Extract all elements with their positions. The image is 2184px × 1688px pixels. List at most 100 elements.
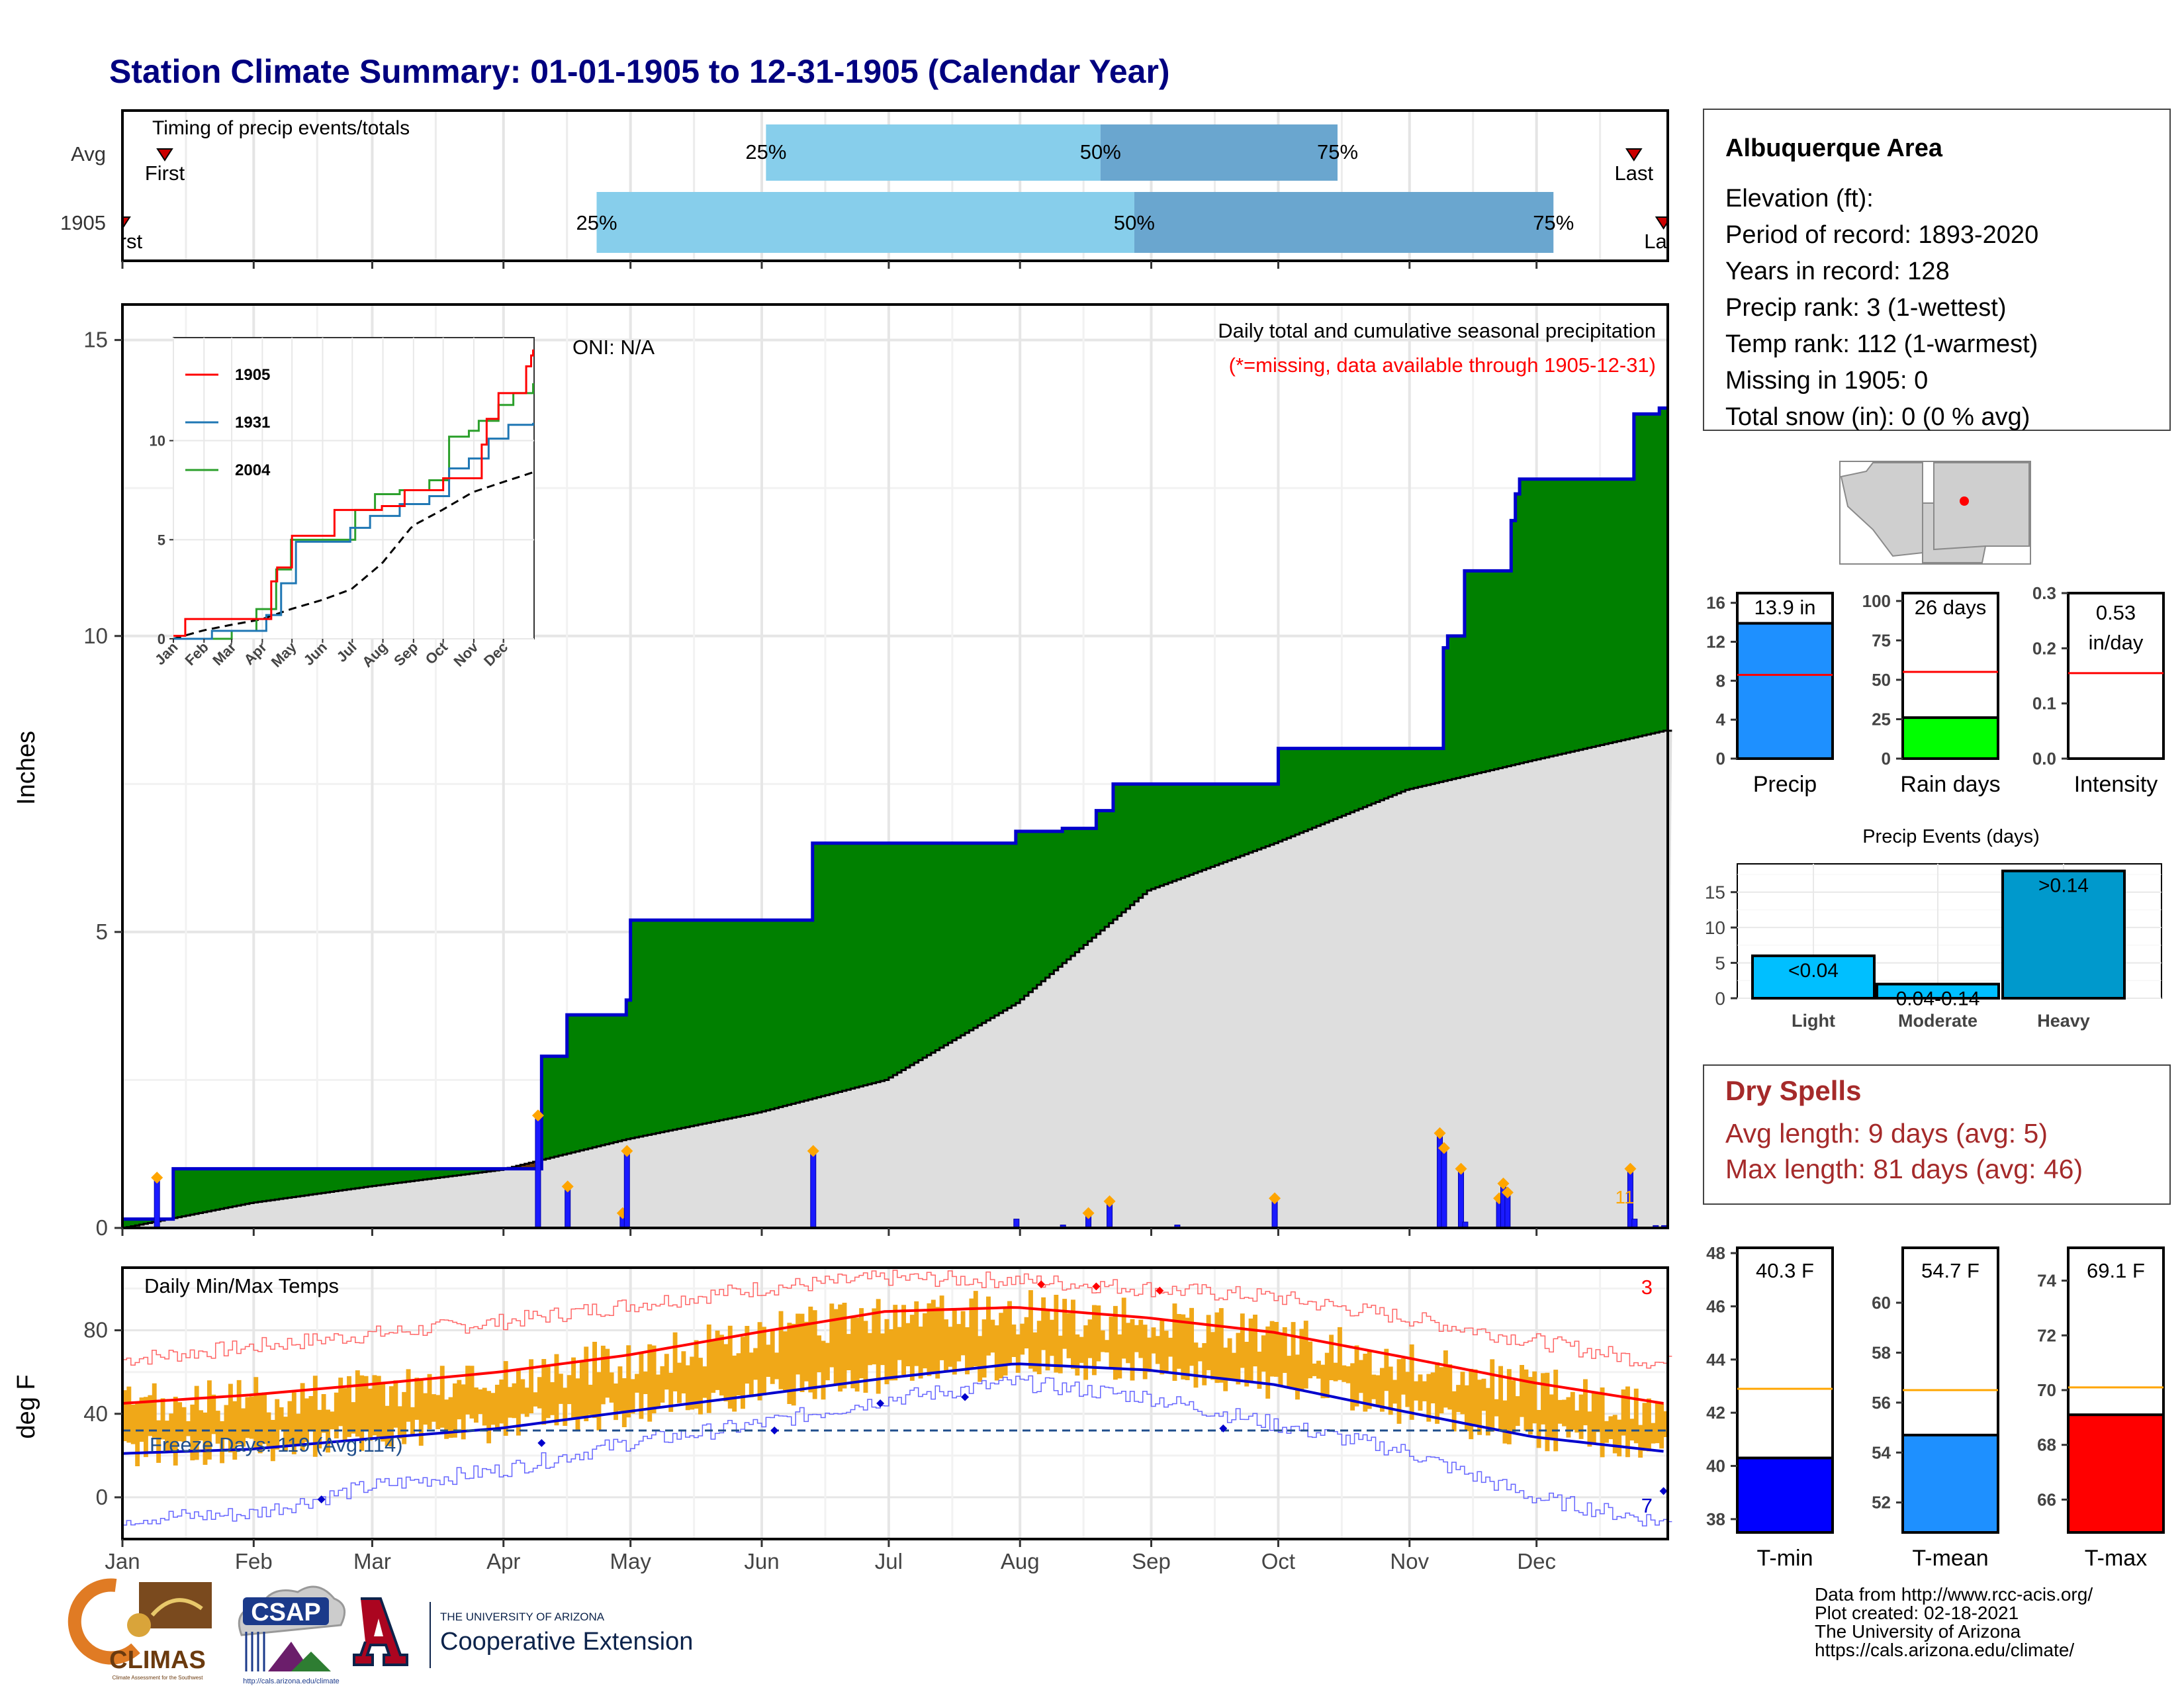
precip-panel: 11 0 5 10 15 Inches ONI: N/A Daily total an… [13, 303, 1672, 1240]
summary-bar-value-label: in/day [2089, 631, 2144, 654]
daily-precip-point [1437, 1142, 1450, 1154]
month-label: Jun [744, 1549, 779, 1573]
summary-y-tick-label: 75 [1872, 630, 1891, 650]
freeze-label: Freeze Days: 119 (Avg:114) [150, 1433, 403, 1456]
y-tick-label: 0 [96, 1215, 108, 1240]
summary-y-tick-label: 74 [2037, 1271, 2056, 1291]
summary-bar-value [1901, 1433, 1999, 1534]
timing-first-last-label: Last [1615, 162, 1654, 185]
daily-precip-point [561, 1180, 574, 1193]
summary-tmean: 52 54 56 58 60 54.7 F T-mean [1872, 1246, 1999, 1571]
record-low-line [122, 1375, 1672, 1526]
record-high-line [122, 1270, 1672, 1369]
summary-bar-label: Rain days [1900, 772, 2000, 797]
timing-percentile-label: 75% [1317, 140, 1358, 164]
timing-percentile-label: 25% [745, 140, 786, 164]
event-bar [1876, 982, 2000, 1000]
summary-y-tick-label: 16 [1706, 593, 1725, 613]
summary-y-tick-label: 54 [1872, 1442, 1891, 1462]
daily-precip-bar [1013, 1219, 1020, 1229]
summary-y-tick-label: 8 [1716, 671, 1725, 690]
inset-series-line [173, 383, 535, 640]
inset-y-tick-label: 5 [158, 532, 165, 548]
daily-precip-bar [565, 1186, 571, 1229]
inset-y-tick-label: 0 [158, 631, 165, 647]
event-bar-label: >0.14 [2038, 875, 2089, 897]
daily-precip-point [1497, 1177, 1510, 1190]
climas-text: CLIMAS [109, 1646, 206, 1674]
summary-y-tick-label: 60 [1872, 1293, 1891, 1313]
daily-precip-bar [1458, 1168, 1465, 1229]
daily-precip-bar [535, 1115, 541, 1229]
climas-logo: CLIMAS Climate Assessment for the Southw… [68, 1578, 212, 1681]
page-title: Station Climate Summary: 01-01-1905 to 1… [109, 53, 1170, 90]
temp-panel: Daily Min/Max Temps Freeze Days: 119 (Av… [13, 1266, 1672, 1573]
precip-annotation: 11 [1615, 1187, 1634, 1207]
month-label: Aug [1001, 1549, 1040, 1573]
summary-y-tick-label: 44 [1706, 1350, 1725, 1370]
timing-marker-icon [1625, 148, 1643, 162]
station-line: Missing in 1905: 0 [1725, 367, 1928, 395]
summary-bar-label: Intensity [2074, 772, 2158, 797]
oni-label: ONI: N/A [572, 336, 655, 359]
legend-label: 1905 [235, 366, 270, 384]
dry-spells-box: Dry Spells Avg length: 9 days (avg: 5) M… [1703, 1064, 2171, 1205]
y-tick-label: 80 [83, 1318, 108, 1342]
month-label: Apr [486, 1549, 520, 1573]
legend-label: 2004 [235, 461, 271, 479]
daily-precip-bar [810, 1150, 817, 1229]
summary-bar-value [1736, 1456, 1834, 1534]
precip-ylabel: Inches [13, 731, 40, 805]
tmax-normal-line [122, 1306, 1664, 1405]
event-bar-label: <0.04 [1788, 960, 1839, 982]
station-name: Albuquerque Area [1725, 134, 1943, 162]
legend-label: 1931 [235, 414, 270, 432]
summary-y-tick-label: 4 [1716, 710, 1726, 729]
dry-spells-max: Max length: 81 days (avg: 46) [1725, 1154, 2083, 1184]
event-bar [2001, 869, 2126, 1000]
month-label: Mar [353, 1549, 391, 1573]
station-line: Years in record: 128 [1725, 258, 1950, 285]
record-high-marker [1037, 1280, 1046, 1289]
summary-bar-value-label: 0.53 [2096, 601, 2136, 624]
credit-line: Plot created: 02-18-2021 [1815, 1603, 2019, 1623]
daily-precip-point [1455, 1162, 1467, 1175]
month-label: Jan [105, 1549, 140, 1573]
daily-precip-point [807, 1145, 819, 1157]
event-category-label: Moderate [1898, 1011, 1978, 1031]
timing-first-last-label: Last [1644, 230, 1683, 253]
summary-y-tick-label: 0 [1716, 749, 1725, 769]
timing-marker-icon [122, 216, 131, 230]
timing-avg-bar-high [1100, 124, 1338, 181]
record-high-marker [1092, 1282, 1101, 1291]
month-label: Jul [875, 1549, 903, 1573]
station-line: Precip rank: 3 (1-wettest) [1725, 294, 2006, 322]
dry-spells-avg: Avg length: 9 days (avg: 5) [1725, 1118, 2048, 1149]
record-low-marker [770, 1427, 779, 1434]
record-low-marker [1219, 1424, 1228, 1432]
summary-bar-label: T-max [2085, 1546, 2147, 1571]
tmin-normal-line [122, 1362, 1664, 1455]
month-label: Nov [1390, 1549, 1429, 1573]
month-label: Oct [1261, 1549, 1295, 1573]
precip-subtitle: Daily total and cumulative seasonal prec… [1218, 319, 1656, 342]
event-bar-label: 0.04-0.14 [1896, 988, 1980, 1010]
summary-tmin: 38 40 42 44 46 48 40.3 F T-min [1706, 1243, 1834, 1571]
summary-y-tick-label: 58 [1872, 1342, 1891, 1362]
credits: Data from http://www.rcc-acis.org/ Plot … [1815, 1584, 2093, 1660]
month-label: Feb [235, 1549, 273, 1573]
summary-intensity: 0.0 0.1 0.2 0.3 0.53 in/day Intensity [2032, 583, 2165, 797]
inset-series-line [173, 349, 535, 637]
month-label: May [610, 1549, 651, 1573]
record-low-marker [961, 1393, 970, 1401]
inset-series-line [173, 422, 535, 640]
record-low-marker [1659, 1487, 1668, 1495]
daily-precip-point [1501, 1186, 1514, 1199]
y-tick-label: 15 [83, 328, 108, 352]
daily-precip-point [621, 1145, 633, 1157]
timing-row-avg: Avg [71, 142, 106, 165]
summary-y-tick-label: 52 [1872, 1493, 1891, 1513]
summary-y-tick-label: 72 [2037, 1325, 2056, 1345]
normal-precip-area [122, 730, 1672, 1228]
